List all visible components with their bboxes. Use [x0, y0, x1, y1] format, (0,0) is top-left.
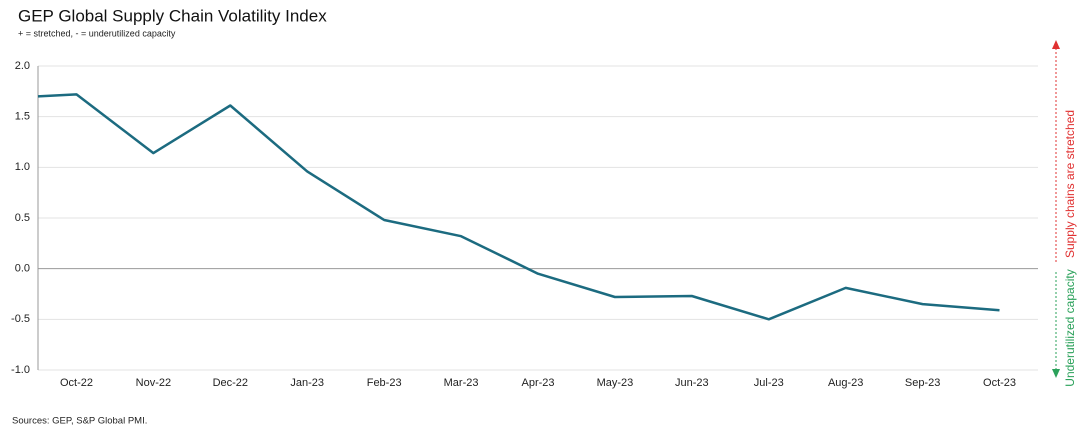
stretched-arrowhead [1052, 40, 1060, 49]
y-tick-label: -1.0 [11, 364, 30, 376]
x-tick-label: Jul-23 [754, 377, 784, 389]
annotation: Supply chains are stretched [1063, 110, 1077, 258]
x-tick-label: Jun-23 [675, 377, 709, 389]
x-tick-label: Feb-23 [367, 377, 402, 389]
x-tick-label: Jan-23 [290, 377, 324, 389]
x-tick-label: Nov-22 [136, 377, 171, 389]
chart-subtitle: + = stretched, - = underutilized capacit… [18, 28, 176, 38]
x-tick-label: Oct-22 [60, 377, 93, 389]
x-tick-label: May-23 [597, 377, 634, 389]
x-tick-label: Mar-23 [444, 377, 479, 389]
chart-title: GEP Global Supply Chain Volatility Index [18, 6, 327, 25]
series-line [37, 93, 1000, 321]
y-tick-label: 0.0 [15, 263, 30, 275]
x-tick-label: Dec-22 [213, 377, 248, 389]
y-tick-label: 1.0 [15, 161, 30, 173]
x-tick-label: Apr-23 [521, 377, 554, 389]
x-tick-label: Aug-23 [828, 377, 863, 389]
x-tick-label: Sep-23 [905, 377, 940, 389]
y-tick-label: -0.5 [11, 313, 30, 325]
y-tick-label: 1.5 [15, 111, 30, 123]
y-tick-label: 2.0 [15, 60, 30, 72]
annotation: Underutilized capacity [1063, 269, 1077, 386]
y-tick-label: 0.5 [15, 212, 30, 224]
underutilized-arrowhead [1052, 369, 1060, 378]
source-note: Sources: GEP, S&P Global PMI. [12, 416, 147, 427]
x-tick-label: Oct-23 [983, 377, 1016, 389]
